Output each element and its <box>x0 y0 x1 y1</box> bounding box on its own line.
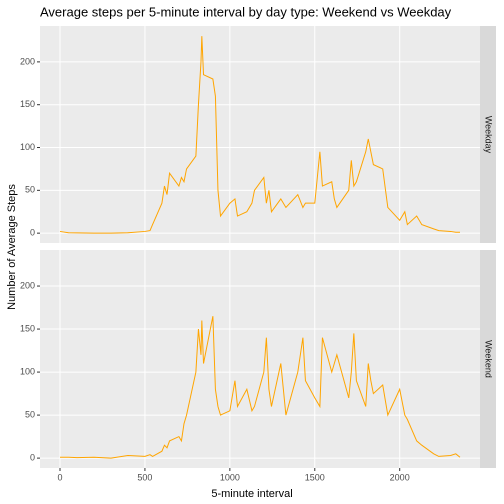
y-tick-label: 100 <box>20 142 35 152</box>
y-tick-label: 200 <box>20 280 35 290</box>
y-tick-label: 150 <box>20 323 35 333</box>
strip-label: Weekend <box>484 340 494 378</box>
y-tick-label: 200 <box>20 56 35 66</box>
strip <box>480 250 496 468</box>
y-tick-label: 150 <box>20 99 35 109</box>
x-axis-title: 5-minute interval <box>211 488 292 500</box>
data-line <box>59 36 460 234</box>
y-tick-label: 0 <box>30 228 35 238</box>
y-tick-label: 0 <box>30 452 35 462</box>
y-axis-title: Number of Average Steps <box>6 184 18 310</box>
x-tick-label: 0 <box>57 472 62 482</box>
strip-label: Weekday <box>484 116 494 154</box>
x-tick-label: 1000 <box>220 472 240 482</box>
y-tick-label: 100 <box>20 366 35 376</box>
x-tick-label: 500 <box>137 472 152 482</box>
panel-background <box>40 26 480 243</box>
y-tick-label: 50 <box>25 185 35 195</box>
data-line <box>60 316 461 459</box>
x-tick-label: 1500 <box>305 472 325 482</box>
y-tick-label: 50 <box>25 409 35 419</box>
strip <box>480 26 496 243</box>
x-tick-label: 2000 <box>390 472 410 482</box>
chart-title: Average steps per 5-minute interval by d… <box>40 4 452 19</box>
